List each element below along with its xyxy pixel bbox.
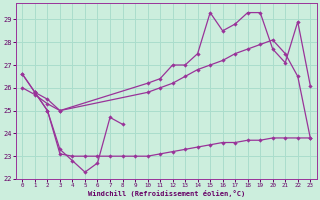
X-axis label: Windchill (Refroidissement éolien,°C): Windchill (Refroidissement éolien,°C) — [88, 190, 245, 197]
